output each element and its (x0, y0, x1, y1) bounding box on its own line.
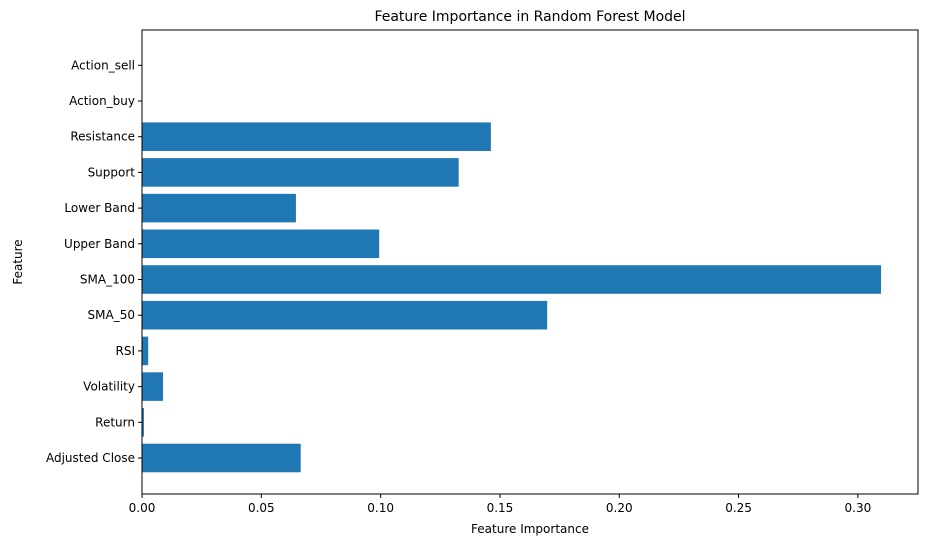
y-axis-title: Feature (11, 239, 25, 284)
bar-volatility (142, 372, 163, 401)
bar-sma-50 (142, 300, 548, 330)
bar-lower-band (142, 193, 296, 223)
plot-area-frame (141, 29, 919, 495)
bars-layer (142, 122, 882, 473)
x-tick-label: 0.10 (367, 501, 394, 515)
bar-sma-100 (142, 265, 882, 294)
y-tick-label: Volatility (83, 380, 135, 394)
x-tick-label: 0.25 (725, 501, 752, 515)
x-axis-ticks: 0.00 0.05 0.10 0.15 0.20 0.25 0.30 (129, 494, 872, 515)
y-tick-label: Action_buy (69, 94, 135, 108)
bar-return (142, 408, 144, 437)
y-tick-label: SMA_100 (80, 273, 135, 287)
bar-resistance (142, 122, 491, 151)
y-tick-label: Support (88, 165, 136, 179)
bar-adjusted-close (142, 443, 301, 473)
y-tick-label: Adjusted Close (46, 451, 135, 465)
x-tick-label: 0.15 (487, 501, 514, 515)
y-tick-label: Resistance (70, 130, 135, 144)
chart-title: Feature Importance in Random Forest Mode… (374, 9, 685, 25)
x-tick-label: 0.20 (606, 501, 633, 515)
y-tick-label: SMA_50 (88, 308, 135, 322)
y-tick-label: Lower Band (64, 201, 135, 215)
y-tick-label: Action_sell (71, 58, 135, 72)
y-tick-label: Upper Band (64, 237, 135, 251)
y-axis-ticks: Adjusted Close Return Volatility RSI SMA_50 S… (46, 58, 142, 465)
x-tick-label: 0.05 (248, 501, 275, 515)
x-axis-title: Feature Importance (471, 522, 589, 536)
y-tick-label: Return (95, 415, 135, 429)
x-tick-label: 0.00 (129, 501, 156, 515)
bar-upper-band (142, 229, 380, 259)
bar-support (142, 158, 459, 187)
bar-rsi (142, 336, 149, 366)
x-tick-label: 0.30 (845, 501, 872, 515)
y-tick-label: RSI (116, 344, 136, 358)
